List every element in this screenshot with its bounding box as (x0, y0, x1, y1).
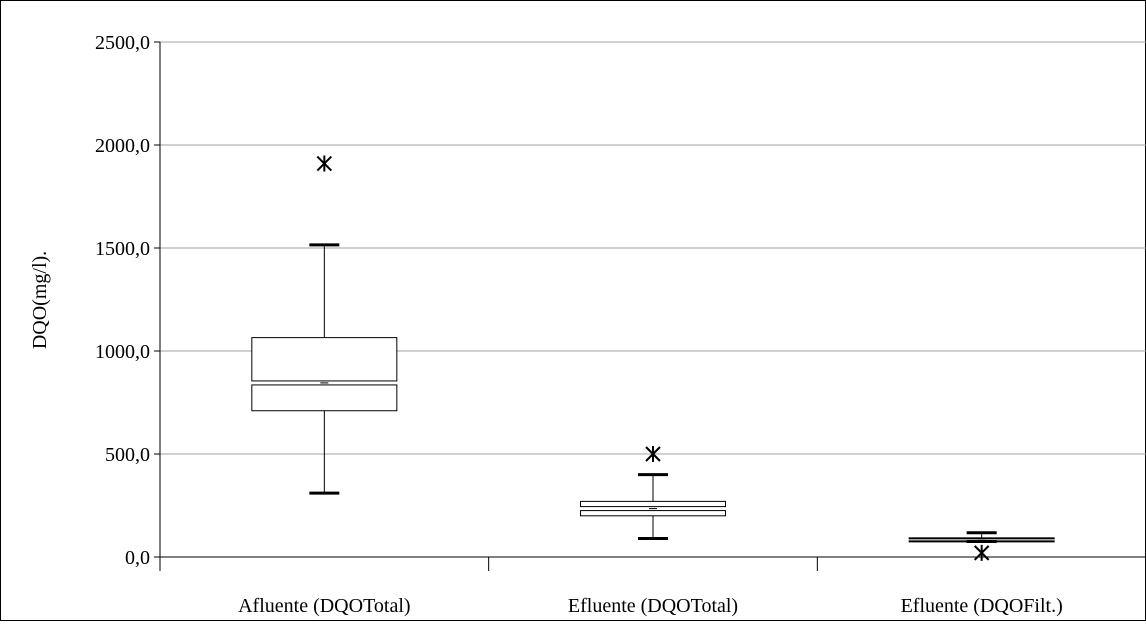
y-tick-labels: 0,0 500,0 1000,0 1500,0 2000,0 2500,0 (95, 32, 150, 569)
x-category-label-0: Afluente (DQOTotal) (238, 595, 410, 617)
box-2 (908, 531, 1055, 561)
box-upper-1 (580, 500, 726, 508)
outlier-0-0 (316, 155, 333, 172)
outlier-1-0 (645, 446, 661, 462)
x-category-label-2: Efluente (DQOFilt.) (901, 595, 1063, 617)
y-tick-label-0: 0,0 (125, 547, 150, 569)
y-tick-label-4: 2000,0 (95, 135, 150, 157)
x-category-labels: Afluente (DQOTotal) Efluente (DQOTotal) Ef… (238, 595, 1063, 617)
box-lower-0 (251, 384, 398, 412)
outlier-2-0 (973, 544, 990, 561)
box-1 (580, 446, 726, 540)
boxes (251, 155, 1055, 561)
y-axis-label: DQO(mg/l). (29, 251, 51, 349)
y-tick-label-1: 500,0 (105, 444, 150, 466)
box-lower-2 (908, 540, 1055, 543)
y-tick-label-3: 1500,0 (95, 238, 150, 260)
x-category-label-1: Efluente (DQOTotal) (568, 595, 738, 617)
box-lower-1 (580, 510, 726, 517)
y-tick-label-2: 1000,0 (95, 341, 150, 363)
box-0 (251, 155, 398, 495)
y-tick-label-5: 2500,0 (95, 32, 150, 54)
box-upper-0 (251, 337, 398, 382)
